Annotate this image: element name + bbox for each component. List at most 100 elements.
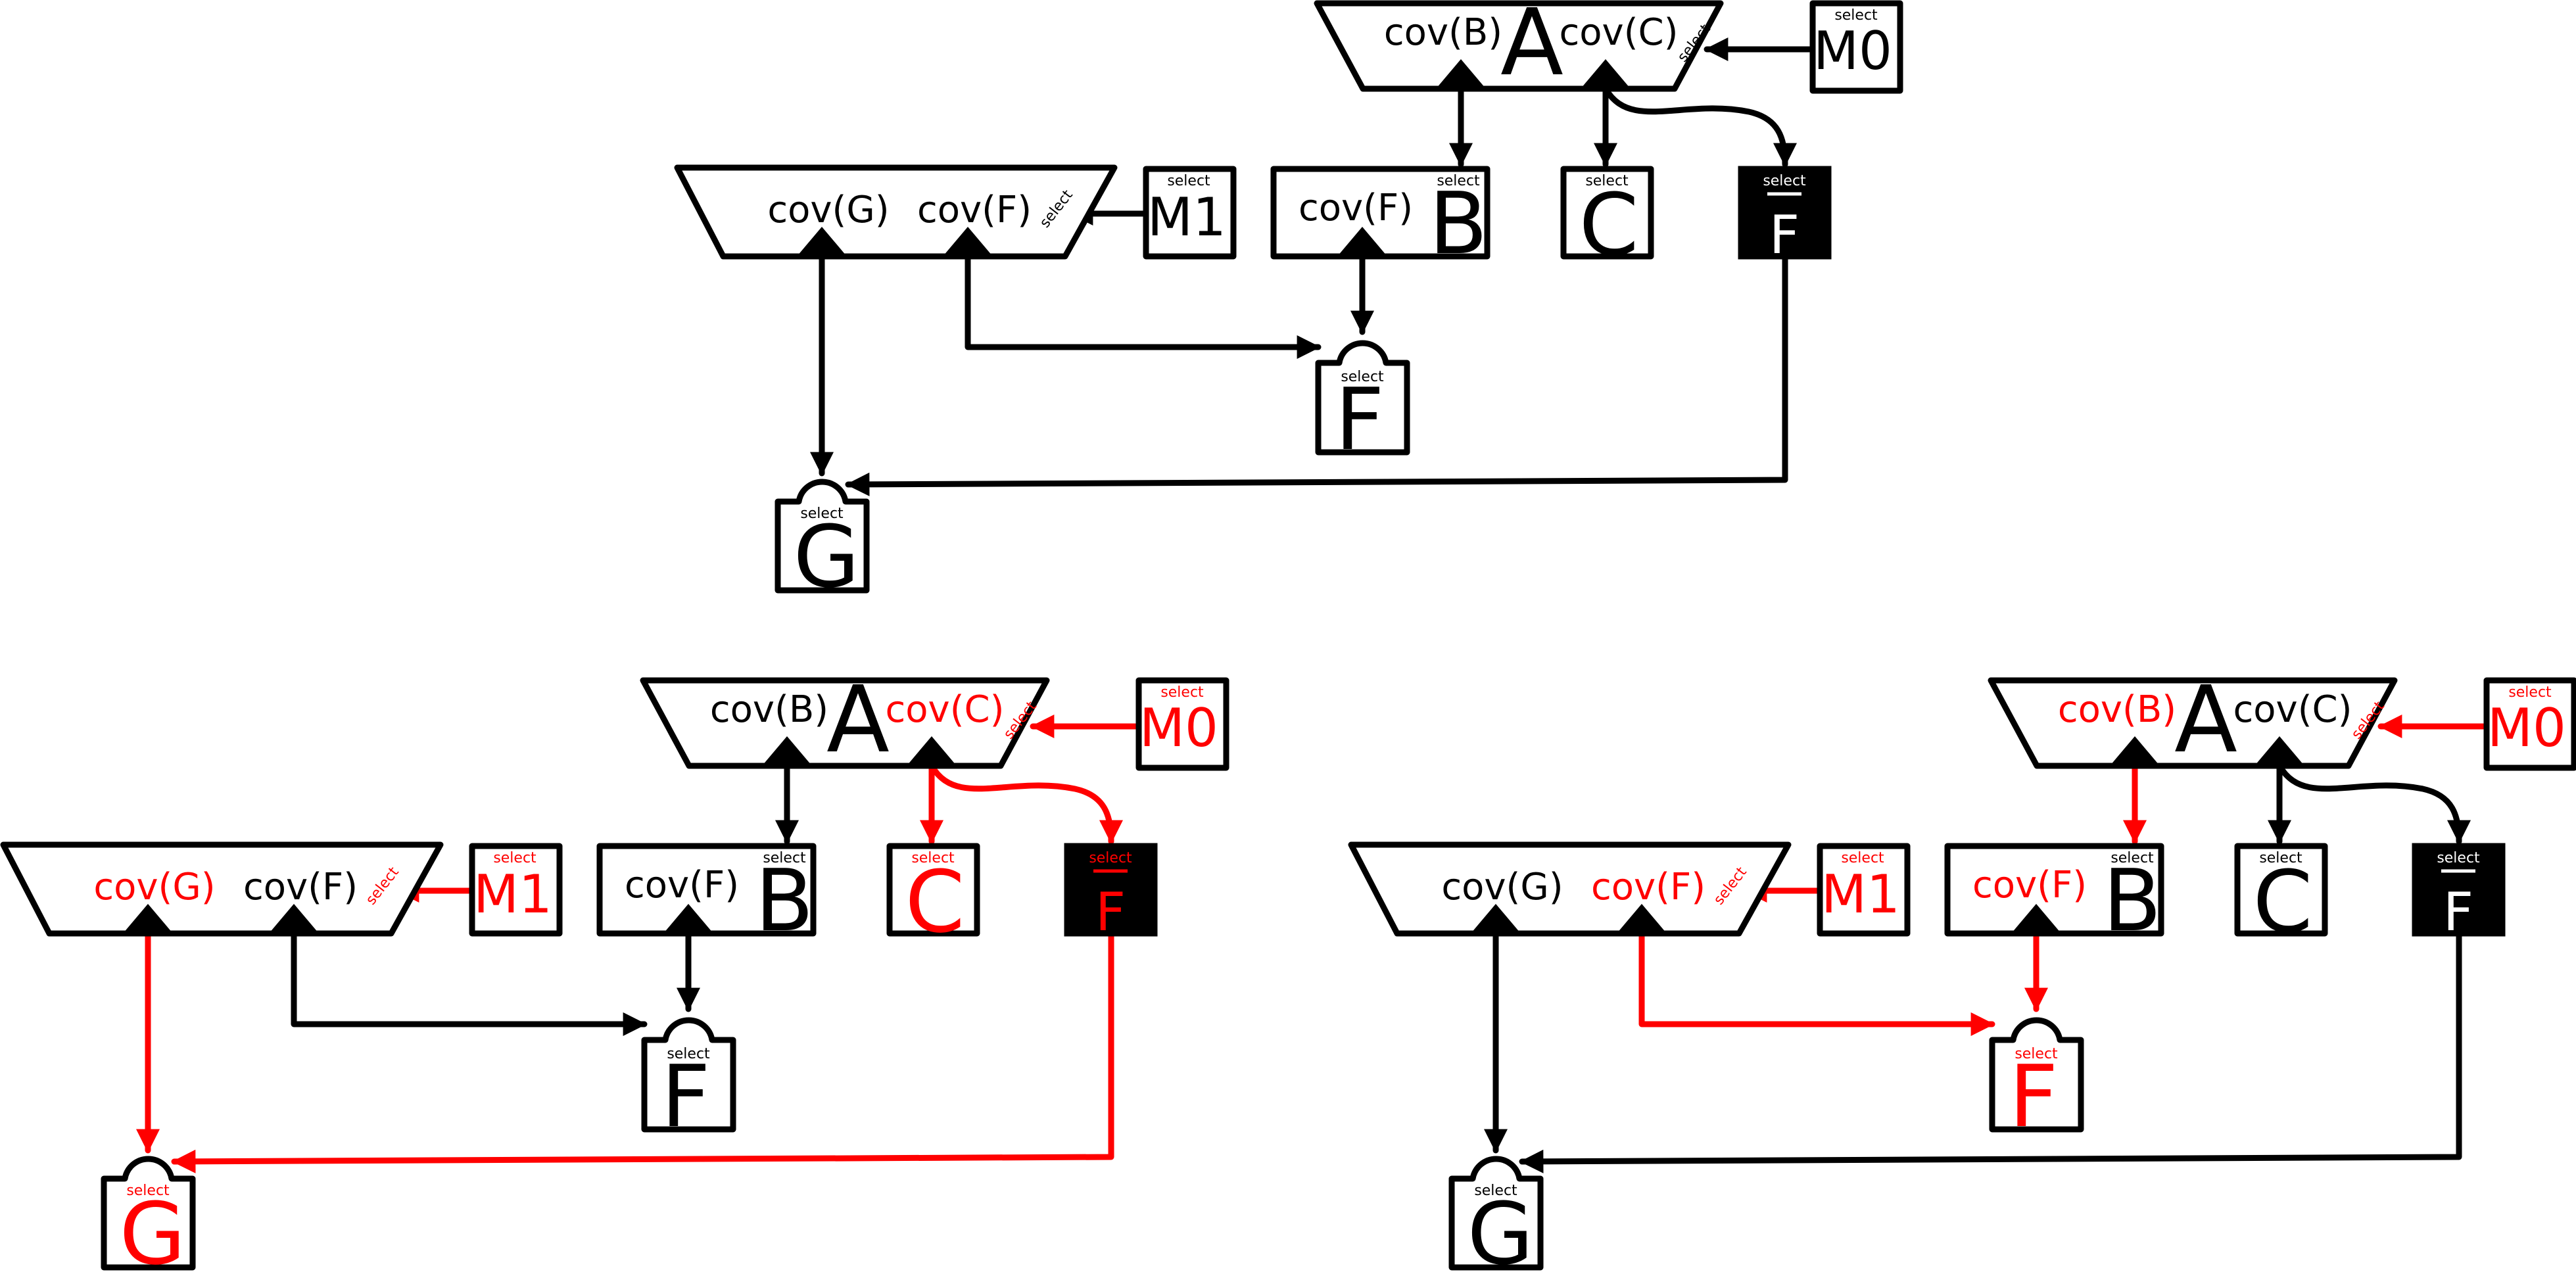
m0-label: M0 <box>1139 697 1218 759</box>
m1-select-label: select <box>1167 173 1210 189</box>
wire-cov-f-to-f <box>1638 930 1995 1036</box>
c-box-frame <box>2234 843 2328 937</box>
g-gate-select-label: select <box>800 506 844 522</box>
mux-cov-g-label: cov(G) <box>767 189 889 231</box>
fbar-box: select F <box>1738 166 1832 266</box>
g-gate-body <box>775 479 870 594</box>
mux-cov-g-label: cov(G) <box>93 866 215 908</box>
fbar-box: select F <box>2412 843 2506 943</box>
f-gate-label: F <box>2009 1047 2059 1146</box>
fbar-box: select F <box>1064 843 1158 943</box>
fbar-label: F <box>1095 882 1126 943</box>
mux-a-cov-b-label: cov(B) <box>710 688 828 731</box>
mux-cov-g-label: cov(G) <box>1441 866 1563 908</box>
m0-box-frame <box>2483 677 2576 771</box>
m0-select-label: select <box>2508 684 2552 701</box>
c-box-select-label: select <box>2259 850 2302 866</box>
m0-box-frame <box>1809 0 1903 94</box>
g-gate-label: G <box>120 1184 186 1272</box>
f-gate-body <box>1989 1017 2084 1133</box>
m1-label: M1 <box>1147 187 1226 248</box>
mux-g-f-body <box>1348 841 1792 937</box>
b-box: select cov(F) B <box>1944 843 2164 951</box>
b-box-select-label: select <box>1437 173 1480 189</box>
mux-cov-f-label: cov(F) <box>243 866 358 908</box>
mux-g-f: cov(G) cov(F) select <box>1348 841 1792 937</box>
b-box-cov-f-label: cov(F) <box>1299 187 1413 229</box>
wire-fbar-to-g <box>845 255 1788 496</box>
fbar-box-frame <box>2412 843 2506 937</box>
c-box-label: C <box>2253 852 2313 952</box>
mux-g-f-body <box>0 841 444 937</box>
mux-a-body <box>1988 677 2398 769</box>
c-box-frame <box>886 843 980 937</box>
mux-a-cov-c-label: cov(C) <box>1560 11 1679 54</box>
b-box-frame <box>1270 166 1491 260</box>
mux-a-port-b <box>2110 736 2160 766</box>
f-gate-label: F <box>661 1047 711 1146</box>
m0-select-label: select <box>1834 7 1878 24</box>
b-box-cov-f-label: cov(F) <box>625 864 739 907</box>
mux-a-label: A <box>826 667 890 774</box>
mux-g-f-body <box>674 164 1118 260</box>
mux-g-f: cov(G) cov(F) select <box>674 164 1118 260</box>
wire-fbar-to-g <box>1519 932 2462 1173</box>
f-gate-label: F <box>1335 369 1385 469</box>
mux-g-f-port-f <box>269 904 319 933</box>
b-box: select cov(F) B <box>1270 166 1491 273</box>
c-box-select-label: select <box>1585 173 1629 189</box>
m1-label: M1 <box>1821 864 1900 925</box>
fbar-select-label: select <box>2437 850 2480 866</box>
fbar-select-label: select <box>1089 850 1132 866</box>
mux-a-port-b <box>762 736 812 766</box>
mux-a-port-c <box>907 736 957 766</box>
f-gate-select-label: select <box>667 1046 710 1062</box>
mux-cov-f-label: cov(F) <box>1591 866 1705 908</box>
m1-select-label: select <box>493 850 537 866</box>
b-box-frame <box>596 843 817 937</box>
b-box-port-f <box>1337 227 1387 256</box>
b-box: select cov(F) B <box>596 843 817 951</box>
c-box-select-label: select <box>911 850 955 866</box>
fbar-label: F <box>1769 204 1800 266</box>
mux-a-cov-c-label: cov(C) <box>886 688 1005 731</box>
mux-a-body <box>640 677 1050 769</box>
f-gate-body <box>641 1017 736 1133</box>
b-box-cov-f-label: cov(F) <box>1972 864 2087 907</box>
b-box-label: B <box>2103 851 2161 951</box>
f-gate-body <box>1315 340 1410 456</box>
mux-g-f-port-f <box>1617 904 1667 933</box>
mux-g-f-port-g <box>1471 904 1521 933</box>
c-box-label: C <box>1579 175 1639 275</box>
m1-box-frame <box>1143 166 1237 260</box>
f-gate-select-label: select <box>2015 1046 2058 1062</box>
f-gate-select-label: select <box>1341 369 1384 385</box>
fbar-select-label: select <box>1763 173 1806 189</box>
wire-cov-f-to-f <box>291 930 648 1036</box>
m1-box-frame <box>1817 843 1911 937</box>
mux-a-cov-b-label: cov(B) <box>1384 11 1502 54</box>
mux-a-port-c <box>2254 736 2304 766</box>
b-box-label: B <box>755 851 813 951</box>
mux-a-port-b <box>1436 59 1486 89</box>
mux-g-f-port-g <box>123 904 173 933</box>
